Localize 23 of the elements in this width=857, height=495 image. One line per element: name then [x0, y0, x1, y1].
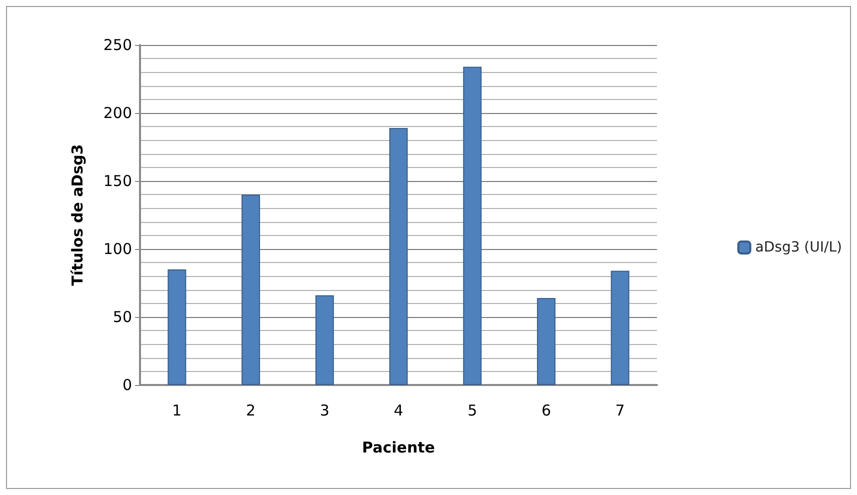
x-tick-label: 4	[394, 402, 404, 420]
y-axis-title: Títulos de aDsg3	[68, 144, 86, 286]
bar	[315, 295, 334, 385]
y-tick-label: 0	[122, 376, 132, 394]
bar	[463, 66, 482, 385]
x-tick-label: 3	[320, 402, 330, 420]
y-tick-label: 50	[112, 308, 132, 326]
bar	[536, 298, 556, 385]
bar	[168, 269, 186, 385]
x-tick-label: 2	[246, 402, 256, 420]
y-tick-label: 200	[103, 104, 132, 122]
x-tick-label: 5	[468, 402, 478, 420]
y-tick-label: 150	[103, 172, 132, 190]
bar	[389, 128, 408, 385]
legend-label: aDsg3 (UI/L)	[755, 240, 842, 256]
bar	[610, 270, 630, 385]
y-tick-label: 250	[103, 36, 132, 54]
x-tick-label: 1	[172, 402, 182, 420]
x-tick-label: 6	[541, 402, 551, 420]
y-tick-label: 100	[103, 240, 132, 258]
bar	[242, 194, 260, 385]
x-tick-label: 7	[615, 402, 625, 420]
x-axis-title: Paciente	[362, 438, 435, 456]
